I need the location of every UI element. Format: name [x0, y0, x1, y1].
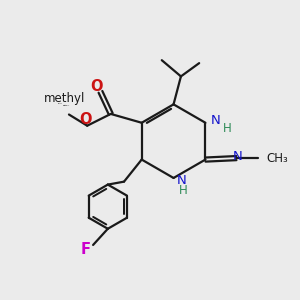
Text: F: F: [81, 242, 91, 257]
Text: N: N: [177, 174, 187, 188]
Text: H: H: [223, 122, 231, 135]
Text: O: O: [91, 79, 103, 94]
Text: methoxy: methoxy: [64, 105, 70, 106]
Text: N: N: [211, 114, 220, 127]
Text: methyl: methyl: [63, 104, 68, 106]
Text: H: H: [179, 184, 188, 197]
Text: methyl: methyl: [58, 103, 63, 104]
Text: methyl: methyl: [44, 92, 85, 105]
Text: N: N: [232, 150, 242, 163]
Text: O: O: [80, 112, 92, 127]
Text: CH₃: CH₃: [267, 152, 288, 165]
